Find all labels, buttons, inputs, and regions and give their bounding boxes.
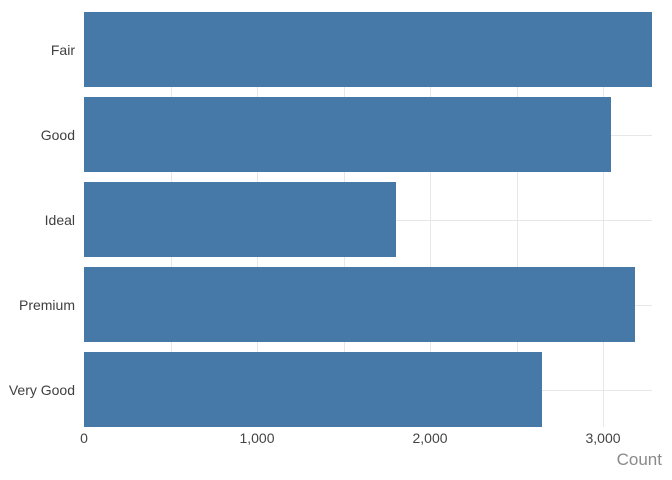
x-tick-label-1000: 1,000	[239, 430, 275, 446]
y-tick-label-good: Good	[40, 126, 75, 143]
plot-area	[84, 12, 652, 427]
bar-good	[84, 97, 611, 172]
x-tick-label-2000: 2,000	[412, 430, 448, 446]
bar-premium	[84, 267, 635, 342]
bar-ideal	[84, 182, 396, 257]
x-gridline-2500	[517, 12, 518, 427]
x-axis-title: Count	[616, 450, 662, 469]
x-tick-label-3000: 3,000	[585, 430, 621, 446]
x-tick-label-0: 0	[80, 430, 88, 446]
y-tick-label-premium: Premium	[18, 296, 75, 313]
y-tick-label-very-good: Very Good	[8, 381, 75, 398]
x-gridline-3000	[603, 12, 604, 427]
bar-fair	[84, 12, 652, 87]
y-tick-label-ideal: Ideal	[44, 211, 75, 228]
bar-very-good	[84, 352, 542, 427]
x-gridline-2000	[430, 12, 431, 427]
y-tick-label-fair: Fair	[50, 41, 75, 58]
